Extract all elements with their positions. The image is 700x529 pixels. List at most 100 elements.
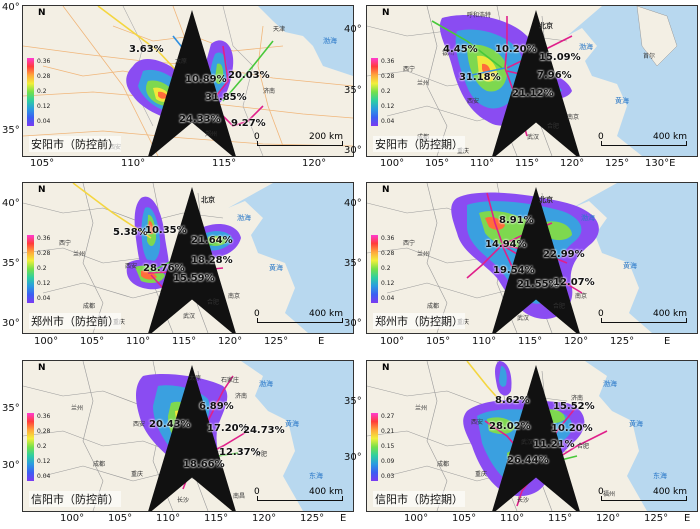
north-arrow-icon: N <box>371 185 580 333</box>
legend-tick: 0.12 <box>37 458 51 465</box>
flow-percent: 20.43% <box>149 419 191 430</box>
city-label: 合肥 <box>255 451 268 458</box>
lon-tick: 100° <box>34 336 59 347</box>
legend-tick: 0.12 <box>381 103 395 110</box>
flow-percent: 31.85% <box>205 92 247 103</box>
legend-colorbar <box>27 235 34 303</box>
lon-tick: 120° <box>564 336 589 347</box>
legend-tick: 0.36 <box>381 58 395 65</box>
lon-tick: 110° <box>472 336 497 347</box>
north-arrow-icon: N <box>27 185 236 333</box>
city-label: 兰州 <box>73 251 86 258</box>
lon-tick: 125° <box>644 513 669 524</box>
flow-percent: 28.76% <box>143 263 185 274</box>
legend-tick: 0.04 <box>381 295 395 302</box>
legend-colorbar <box>27 413 34 481</box>
legend-tick: 0.21 <box>381 428 395 435</box>
city-label: 兰州 <box>417 80 430 87</box>
city-label: 西安 <box>471 419 484 426</box>
scale-bar: 0 400 km <box>254 487 343 503</box>
lon-tick: 105° <box>30 158 55 169</box>
density-legend: 0.36 0.28 0.2 0.12 0.04 <box>27 235 61 305</box>
lon-tick: 120° <box>252 513 277 524</box>
flow-percent: 6.89% <box>199 401 234 412</box>
lon-tick: 125° <box>605 158 630 169</box>
north-arrow-icon: N <box>371 363 580 511</box>
lat-tick: 40° <box>2 2 20 13</box>
map-panel-xinyang-during: N 0.27 0.21 0.15 0.09 0.03 济南 西安 兰州 成都 重… <box>366 360 698 512</box>
scale-label: 400 km <box>652 487 687 497</box>
city-label: 银川 <box>442 50 455 57</box>
city-label: 太原 <box>175 58 188 65</box>
legend-tick: 0.28 <box>381 250 395 257</box>
map-canvas <box>367 183 697 333</box>
lon-tick: E <box>664 336 671 347</box>
city-label: 合肥 <box>547 123 560 130</box>
city-label: 成都 <box>437 461 450 468</box>
legend-tick: 0.12 <box>37 103 51 110</box>
city-label: 呼和浩特 <box>467 12 492 19</box>
north-arrow-icon: N <box>27 8 236 156</box>
legend-tick: 0.2 <box>37 443 47 450</box>
north-arrow-icon: N <box>27 363 236 511</box>
scale-bar: 0 400 km <box>598 132 687 148</box>
sea-label: 东海 <box>309 472 323 480</box>
flow-percent: 12.07% <box>553 277 595 288</box>
lon-tick: 125° <box>300 513 325 524</box>
lon-tick: 100° <box>404 513 429 524</box>
north-label: N <box>382 185 390 195</box>
legend-colorbar <box>371 58 378 126</box>
north-arrow-icon: N <box>371 8 580 156</box>
city-label: 西宁 <box>59 240 72 247</box>
lon-tick: 120° <box>302 158 327 169</box>
legend-tick: 0.2 <box>37 88 47 95</box>
legend-colorbar <box>371 413 378 481</box>
flow-percent: 12.37% <box>219 447 261 458</box>
city-label: 西安 <box>467 98 480 105</box>
flow-percent: 14.94% <box>485 239 527 250</box>
sea-label: 渤海 <box>579 43 593 51</box>
flow-percent: 3.63% <box>129 44 164 55</box>
scale-bar: 0 400 km <box>598 309 687 325</box>
city-label: 首尔 <box>643 53 656 60</box>
flow-percent: 10.20% <box>495 44 537 55</box>
lat-tick: 35° <box>344 396 362 407</box>
city-label: 成都 <box>83 303 96 310</box>
city-label: 北京 <box>539 196 553 204</box>
sea-label: 黄海 <box>623 262 637 270</box>
lon-tick: 110° <box>470 158 495 169</box>
flow-percent: 10.20% <box>551 423 593 434</box>
flow-percent: 11.21% <box>533 439 575 450</box>
flow-percent: 8.62% <box>495 395 530 406</box>
legend-tick: 0.2 <box>381 265 391 272</box>
city-label: 重庆 <box>475 471 488 478</box>
flow-percent: 26.44% <box>507 455 549 466</box>
lon-tick: 100° <box>380 336 405 347</box>
north-label: N <box>38 8 46 18</box>
legend-tick: 0.15 <box>381 443 395 450</box>
city-label: 兰州 <box>415 405 428 412</box>
lat-tick: 35° <box>2 125 20 136</box>
lat-tick: 35° <box>2 403 20 414</box>
lon-tick: 110° <box>500 513 525 524</box>
city-label: 济南 <box>571 395 584 402</box>
panel-title: 信阳市（防控期） <box>373 491 465 507</box>
sea-label: 渤海 <box>259 380 273 388</box>
scale-label: 400 km <box>652 309 687 319</box>
sea-label: 黄海 <box>615 97 629 105</box>
scale-label: 400 km <box>308 487 343 497</box>
city-label: 济南 <box>263 88 276 95</box>
lon-tick: 115° <box>515 158 540 169</box>
legend-tick: 0.04 <box>381 118 395 125</box>
lat-tick: 30° <box>2 318 20 329</box>
lat-tick: 30° <box>344 318 362 329</box>
scale-label: 400 km <box>308 309 343 319</box>
map-panel-anyang-during: N 0.36 0.28 0.2 0.12 0.04 北京 呼和浩特 西宁 兰州 … <box>366 5 698 157</box>
lon-tick: E <box>318 336 325 347</box>
flow-percent: 7.96% <box>537 70 572 81</box>
legend-tick: 0.27 <box>381 413 395 420</box>
lon-tick: E <box>684 513 691 524</box>
flow-percent: 22.99% <box>543 249 585 260</box>
flow-percent: 15.52% <box>553 401 595 412</box>
lon-tick: 105° <box>452 513 477 524</box>
